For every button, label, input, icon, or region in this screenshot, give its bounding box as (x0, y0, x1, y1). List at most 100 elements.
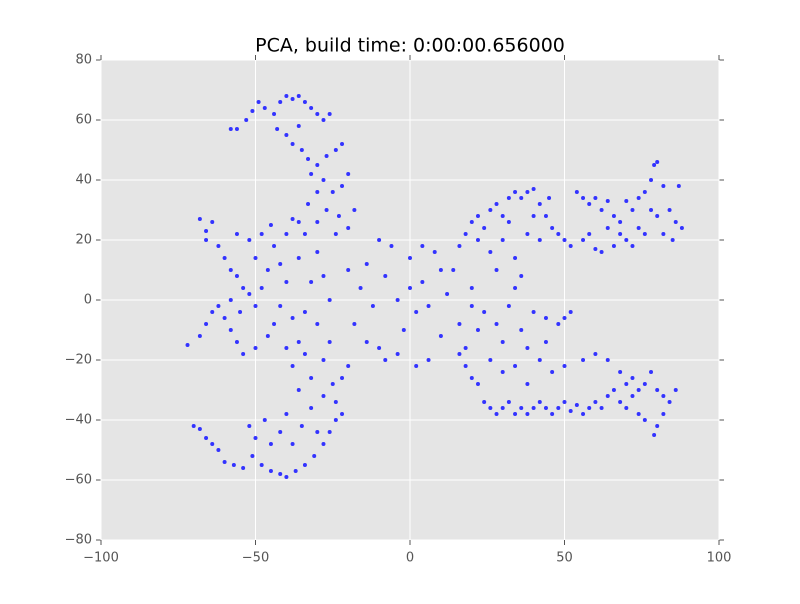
y-tick-label: 60 (75, 113, 92, 128)
point (336, 214, 341, 218)
y-tick-label: −40 (65, 413, 92, 428)
point (284, 475, 289, 479)
point (543, 316, 548, 320)
point (469, 220, 474, 224)
point (401, 328, 406, 332)
point (204, 436, 209, 440)
point (636, 226, 641, 230)
point (599, 406, 604, 410)
point (275, 127, 280, 131)
point (272, 112, 277, 116)
point (574, 190, 579, 194)
point (346, 364, 351, 368)
point (222, 256, 227, 260)
point (250, 454, 255, 458)
point (185, 343, 190, 347)
point (670, 238, 675, 242)
point (525, 412, 530, 416)
point (284, 133, 289, 137)
point (519, 406, 524, 410)
point (506, 400, 511, 404)
point (652, 433, 657, 437)
point (302, 463, 307, 467)
point (321, 442, 326, 446)
point (605, 358, 610, 362)
point (667, 208, 672, 212)
point (451, 268, 456, 272)
point (296, 124, 301, 128)
point (352, 322, 357, 326)
point (519, 274, 524, 278)
point (370, 304, 375, 308)
point (593, 196, 598, 200)
y-tick-label: −20 (65, 353, 92, 368)
point (290, 442, 295, 446)
point (673, 388, 678, 392)
point (228, 127, 233, 131)
point (346, 268, 351, 272)
point (624, 406, 629, 410)
point (605, 199, 610, 203)
point (327, 340, 332, 344)
point (278, 430, 283, 434)
point (438, 334, 443, 338)
point (321, 178, 326, 182)
point (537, 202, 542, 206)
point (562, 238, 567, 242)
point (673, 220, 678, 224)
point (340, 184, 345, 188)
point (420, 280, 425, 284)
point (463, 232, 468, 236)
point (655, 160, 660, 164)
point (414, 310, 419, 314)
point (630, 376, 635, 380)
point (256, 100, 261, 104)
point (661, 232, 666, 236)
point (624, 382, 629, 386)
point (457, 244, 462, 248)
point (420, 244, 425, 248)
point (306, 157, 311, 161)
point (513, 286, 518, 290)
point (302, 310, 307, 314)
point (543, 406, 548, 410)
point (241, 352, 246, 356)
point (278, 100, 283, 104)
point (581, 196, 586, 200)
point (550, 370, 555, 374)
point (537, 358, 542, 362)
point (204, 322, 209, 326)
point (284, 280, 289, 284)
point (488, 358, 493, 362)
point (253, 436, 258, 440)
point (346, 172, 351, 176)
point (315, 112, 320, 116)
point (537, 400, 542, 404)
point (500, 406, 505, 410)
point (679, 226, 684, 230)
point (340, 142, 345, 146)
point (494, 268, 499, 272)
point (611, 388, 616, 392)
point (426, 358, 431, 362)
point (352, 208, 357, 212)
point (259, 232, 264, 236)
point (327, 430, 332, 434)
point (513, 364, 518, 368)
point (506, 220, 511, 224)
point (655, 424, 660, 428)
point (241, 286, 246, 290)
point (265, 268, 270, 272)
point (327, 298, 332, 302)
point (525, 346, 530, 350)
point (463, 346, 468, 350)
point (506, 196, 511, 200)
y-tick-label: 80 (75, 53, 92, 68)
point (321, 118, 326, 122)
point (309, 280, 314, 284)
point (383, 274, 388, 278)
point (259, 286, 264, 290)
point (315, 250, 320, 254)
point (244, 118, 249, 122)
point (238, 310, 243, 314)
